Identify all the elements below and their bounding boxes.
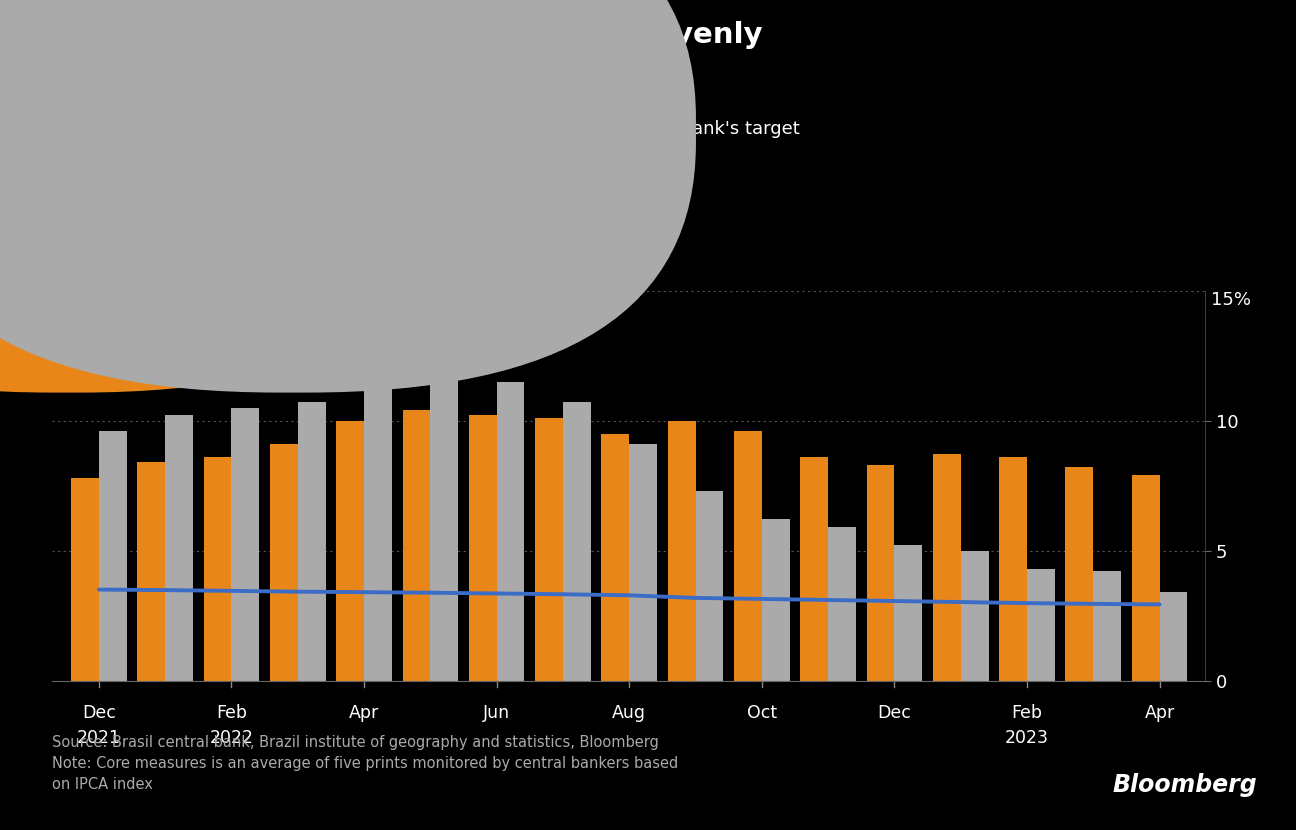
Bar <box>232 408 259 681</box>
Text: Bloomberg: Bloomberg <box>1112 773 1257 797</box>
Bar <box>894 545 923 681</box>
Bar <box>403 410 430 681</box>
Text: Aug: Aug <box>612 704 647 722</box>
Text: Dec: Dec <box>877 704 911 722</box>
Text: 15%: 15% <box>1210 290 1251 309</box>
Text: Brazil's Inflation is Slowing Down Unevenly: Brazil's Inflation is Slowing Down Uneve… <box>52 21 762 49</box>
Bar <box>762 520 789 681</box>
Text: Central bank's target: Central bank's target <box>609 120 800 138</box>
Text: Source: Brasil central bank, Brazil institute of geography and statistics, Bloom: Source: Brasil central bank, Brazil inst… <box>52 735 678 792</box>
Bar <box>165 415 193 681</box>
Bar <box>430 376 459 681</box>
Bar <box>203 457 232 681</box>
Bar <box>734 431 762 681</box>
Bar <box>1131 475 1160 681</box>
Text: 2021: 2021 <box>76 729 121 747</box>
Bar <box>1065 467 1094 681</box>
Text: Apr: Apr <box>1144 704 1174 722</box>
Text: 2022: 2022 <box>210 729 254 747</box>
Bar <box>667 421 696 681</box>
Bar <box>601 433 630 681</box>
Bar <box>336 421 364 681</box>
Bar <box>137 462 165 681</box>
Text: Feb: Feb <box>216 704 248 722</box>
Bar <box>364 376 391 681</box>
Bar <box>828 527 855 681</box>
Text: Dec: Dec <box>82 704 115 722</box>
Bar <box>469 415 496 681</box>
Bar <box>800 457 828 681</box>
Bar <box>630 444 657 681</box>
Bar <box>98 431 127 681</box>
Bar <box>867 465 894 681</box>
Bar <box>496 382 525 681</box>
Bar <box>298 403 325 681</box>
Text: Measures stripping out food and energy still run fast: Measures stripping out food and energy s… <box>52 71 564 90</box>
Bar <box>1160 592 1187 681</box>
Bar <box>696 491 723 681</box>
Text: Core measures: Core measures <box>88 120 224 138</box>
Text: Mid-month inflation: Mid-month inflation <box>315 120 491 138</box>
Bar <box>71 478 98 681</box>
Text: Oct: Oct <box>746 704 776 722</box>
Bar <box>270 444 298 681</box>
Text: Jun: Jun <box>483 704 511 722</box>
Bar <box>999 457 1026 681</box>
Text: Feb: Feb <box>1011 704 1042 722</box>
Bar <box>535 418 562 681</box>
Text: Apr: Apr <box>349 704 380 722</box>
Bar <box>1026 569 1055 681</box>
Bar <box>960 550 989 681</box>
Text: 2023: 2023 <box>1004 729 1048 747</box>
Bar <box>562 403 591 681</box>
Bar <box>933 454 960 681</box>
Bar <box>1094 571 1121 681</box>
